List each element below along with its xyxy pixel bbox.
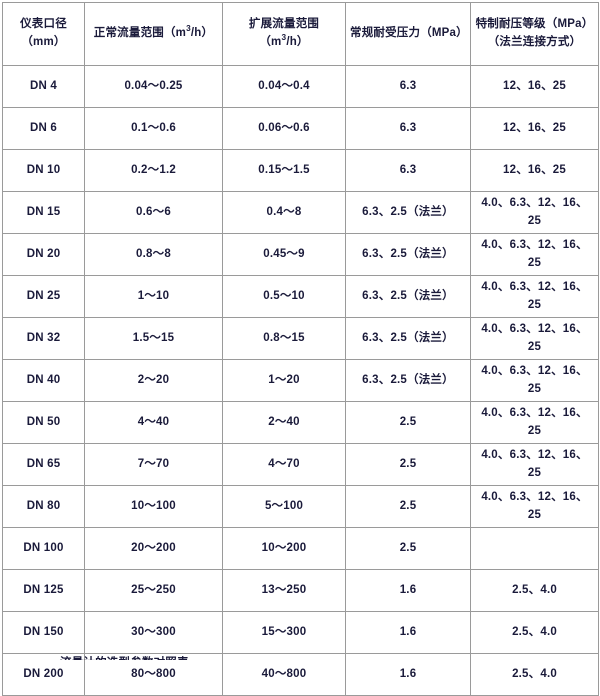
cell-diameter: DN 6 — [2, 107, 85, 150]
cell-special-pressure-grade — [470, 527, 599, 570]
cell-diameter: DN 20 — [2, 233, 85, 276]
cell-diameter: DN 15 — [2, 191, 85, 234]
cell-extended-flow-range: 0.04～0.4 — [222, 65, 346, 108]
cell-standard-pressure: 6.3、2.5（法兰） — [345, 233, 471, 276]
cell-normal-flow-range: 2～20 — [84, 359, 223, 402]
cell-special-pressure-grade: 4.0、6.3、12、16、25 — [470, 275, 599, 318]
table-row: DN 32 1.5～15 0.8～15 6.3、2.5（法兰） 4.0、6.3、… — [2, 317, 599, 360]
cell-normal-flow-range: 1～10 — [84, 275, 223, 318]
cell-special-pressure-grade: 4.0、6.3、12、16、25 — [470, 443, 599, 486]
cell-special-pressure-grade: 4.0、6.3、12、16、25 — [470, 485, 599, 528]
cell-extended-flow-range: 0.15～1.5 — [222, 149, 346, 192]
cell-diameter: DN 4 — [2, 65, 85, 108]
column-header-standard-pressure: 常规耐受压力（MPa） — [345, 2, 471, 66]
cell-special-pressure-grade: 2.5、4.0 — [470, 569, 599, 612]
cell-special-pressure-grade: 4.0、6.3、12、16、25 — [470, 401, 599, 444]
column-header-extended-flow-range-text-after: /h） — [286, 36, 309, 48]
cell-normal-flow-range: 4～40 — [84, 401, 223, 444]
cell-special-pressure-grade: 2.5、4.0 — [470, 611, 599, 654]
cell-diameter: DN 100 — [2, 527, 85, 570]
cell-normal-flow-range: 25～250 — [84, 569, 223, 612]
cell-normal-flow-range: 1.5～15 — [84, 317, 223, 360]
cell-extended-flow-range: 0.45～9 — [222, 233, 346, 276]
column-header-diameter: 仪表口径（mm） — [2, 2, 85, 66]
cell-extended-flow-range: 15～300 — [222, 611, 346, 654]
table-row: DN 25 1～10 0.5～10 6.3、2.5（法兰） 4.0、6.3、12… — [2, 275, 599, 318]
table-row: DN 6 0.1～0.6 0.06～0.6 6.3 12、16、25 — [2, 107, 599, 150]
cell-special-pressure-grade: 4.0、6.3、12、16、25 — [470, 233, 599, 276]
table-row: DN 125 25～250 13～250 1.6 2.5、4.0 — [2, 569, 599, 612]
cell-standard-pressure: 6.3 — [345, 107, 471, 150]
cell-normal-flow-range: 0.1～0.6 — [84, 107, 223, 150]
cell-standard-pressure: 2.5 — [345, 485, 471, 528]
table-row: DN 15 0.6～6 0.4～8 6.3、2.5（法兰） 4.0、6.3、12… — [2, 191, 599, 234]
cell-standard-pressure: 6.3 — [345, 65, 471, 108]
cell-standard-pressure: 6.3、2.5（法兰） — [345, 317, 471, 360]
cell-normal-flow-range: 0.2～1.2 — [84, 149, 223, 192]
table-row: DN 150 30～300 15～300 1.6 2.5、4.0 — [2, 611, 599, 654]
table-row: DN 10 0.2～1.2 0.15～1.5 6.3 12、16、25 — [2, 149, 599, 192]
cell-special-pressure-grade: 12、16、25 — [470, 149, 599, 192]
cubic-exponent-icon: 3 — [281, 33, 287, 43]
cell-standard-pressure: 1.6 — [345, 569, 471, 612]
cell-extended-flow-range: 0.06～0.6 — [222, 107, 346, 150]
cell-special-pressure-grade: 4.0、6.3、12、16、25 — [470, 191, 599, 234]
column-header-extended-flow-range: 扩展流量范围（m3/h） — [222, 2, 346, 66]
table-row: DN 50 4～40 2～40 2.5 4.0、6.3、12、16、25 — [2, 401, 599, 444]
cell-special-pressure-grade: 12、16、25 — [470, 107, 599, 150]
cell-diameter: DN 50 — [2, 401, 85, 444]
cell-standard-pressure: 2.5 — [345, 527, 471, 570]
cell-extended-flow-range: 4～70 — [222, 443, 346, 486]
cell-diameter: DN 25 — [2, 275, 85, 318]
cell-diameter: DN 32 — [2, 317, 85, 360]
cell-standard-pressure: 6.3、2.5（法兰） — [345, 275, 471, 318]
table-row: DN 40 2～20 1～20 6.3、2.5（法兰） 4.0、6.3、12、1… — [2, 359, 599, 402]
clipped-caption: 流量计的选型参数对照表 — [60, 654, 390, 660]
cell-extended-flow-range: 13～250 — [222, 569, 346, 612]
cell-diameter: DN 40 — [2, 359, 85, 402]
cell-extended-flow-range: 1～20 — [222, 359, 346, 402]
cell-extended-flow-range: 10～200 — [222, 527, 346, 570]
cell-special-pressure-grade: 4.0、6.3、12、16、25 — [470, 317, 599, 360]
cell-standard-pressure: 1.6 — [345, 611, 471, 654]
column-header-normal-flow-range-text-before: 正常流量范围（m — [93, 27, 187, 40]
table-row: DN 4 0.04～0.25 0.04～0.4 6.3 12、16、25 — [2, 65, 599, 108]
cell-special-pressure-grade: 4.0、6.3、12、16、25 — [470, 359, 599, 402]
cell-special-pressure-grade: 12、16、25 — [470, 65, 599, 108]
column-header-extended-flow-range-text-before: 扩展流量范围（m — [248, 18, 320, 48]
table-row: DN 100 20～200 10～200 2.5 — [2, 527, 599, 570]
cell-standard-pressure: 2.5 — [345, 443, 471, 486]
cell-normal-flow-range: 0.8～8 — [84, 233, 223, 276]
table-row: DN 20 0.8～8 0.45～9 6.3、2.5（法兰） 4.0、6.3、1… — [2, 233, 599, 276]
cell-standard-pressure: 6.3 — [345, 149, 471, 192]
table-row: DN 80 10～100 5～100 2.5 4.0、6.3、12、16、25 — [2, 485, 599, 528]
cell-diameter: DN 10 — [2, 149, 85, 192]
cell-diameter: DN 125 — [2, 569, 85, 612]
cell-normal-flow-range: 10～100 — [84, 485, 223, 528]
cell-extended-flow-range: 0.5～10 — [222, 275, 346, 318]
cell-standard-pressure: 6.3、2.5（法兰） — [345, 359, 471, 402]
cell-standard-pressure: 2.5 — [345, 401, 471, 444]
cell-standard-pressure: 6.3、2.5（法兰） — [345, 191, 471, 234]
cell-extended-flow-range: 0.8～15 — [222, 317, 346, 360]
cell-diameter: DN 65 — [2, 443, 85, 486]
cell-normal-flow-range: 7～70 — [84, 443, 223, 486]
cell-normal-flow-range: 0.6～6 — [84, 191, 223, 234]
table-row: DN 65 7～70 4～70 2.5 4.0、6.3、12、16、25 — [2, 443, 599, 486]
cell-extended-flow-range: 2～40 — [222, 401, 346, 444]
table-body: DN 4 0.04～0.25 0.04～0.4 6.3 12、16、25 DN … — [2, 65, 599, 696]
cell-normal-flow-range: 30～300 — [84, 611, 223, 654]
cell-extended-flow-range: 5～100 — [222, 485, 346, 528]
cell-diameter: DN 150 — [2, 611, 85, 654]
cell-extended-flow-range: 0.4～8 — [222, 191, 346, 234]
column-header-special-pressure-grade: 特制耐压等级（MPa）（法兰连接方式） — [470, 2, 599, 66]
cell-diameter: DN 80 — [2, 485, 85, 528]
cell-normal-flow-range: 0.04～0.25 — [84, 65, 223, 108]
column-header-normal-flow-range: 正常流量范围（m3/h） — [84, 2, 223, 66]
column-header-normal-flow-range-text-after: /h） — [190, 27, 214, 40]
cell-normal-flow-range: 20～200 — [84, 527, 223, 570]
cubic-exponent-icon: 3 — [186, 24, 191, 34]
table-header-row: 仪表口径（mm） 正常流量范围（m3/h） 扩展流量范围（m3/h） 常规耐受压… — [2, 2, 599, 66]
